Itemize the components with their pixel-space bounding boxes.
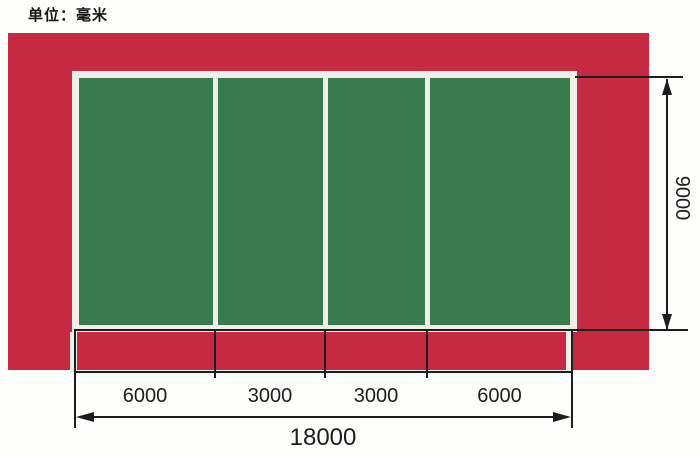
dim-label-total-width: 18000 <box>289 424 357 451</box>
arrowhead-right <box>553 412 571 422</box>
dim-label-segment-2: 3000 <box>247 385 293 407</box>
dim-label-segment-4: 6000 <box>477 385 522 407</box>
volleyball-court <box>72 71 577 332</box>
dimension-line-height <box>666 79 668 330</box>
sideline-extension-right <box>566 332 573 372</box>
dimension-tick <box>324 329 326 378</box>
court-panel <box>430 78 570 325</box>
unit-label: 单位：毫米 <box>28 7 109 24</box>
dim-label-segment-3: 3000 <box>353 385 399 407</box>
sideline-extension-left <box>70 332 77 372</box>
dimension-line-total-width <box>80 416 567 418</box>
court-panel <box>79 78 213 325</box>
arrowhead-left <box>76 412 94 422</box>
court-panel <box>218 78 323 325</box>
dimension-tick <box>571 329 573 428</box>
arrowhead-up <box>662 79 672 95</box>
dim-label-segment-1: 6000 <box>122 385 168 407</box>
dim-label-court-height: 9000 <box>671 175 693 221</box>
dimension-tick <box>426 329 428 378</box>
court-panel <box>328 78 425 325</box>
arrowhead-down <box>662 314 672 330</box>
extension-line-bottom <box>74 329 688 331</box>
dimension-tick <box>74 329 76 428</box>
segment-baseline <box>74 371 573 373</box>
extension-line-top <box>575 76 683 78</box>
dimension-tick <box>214 329 216 378</box>
